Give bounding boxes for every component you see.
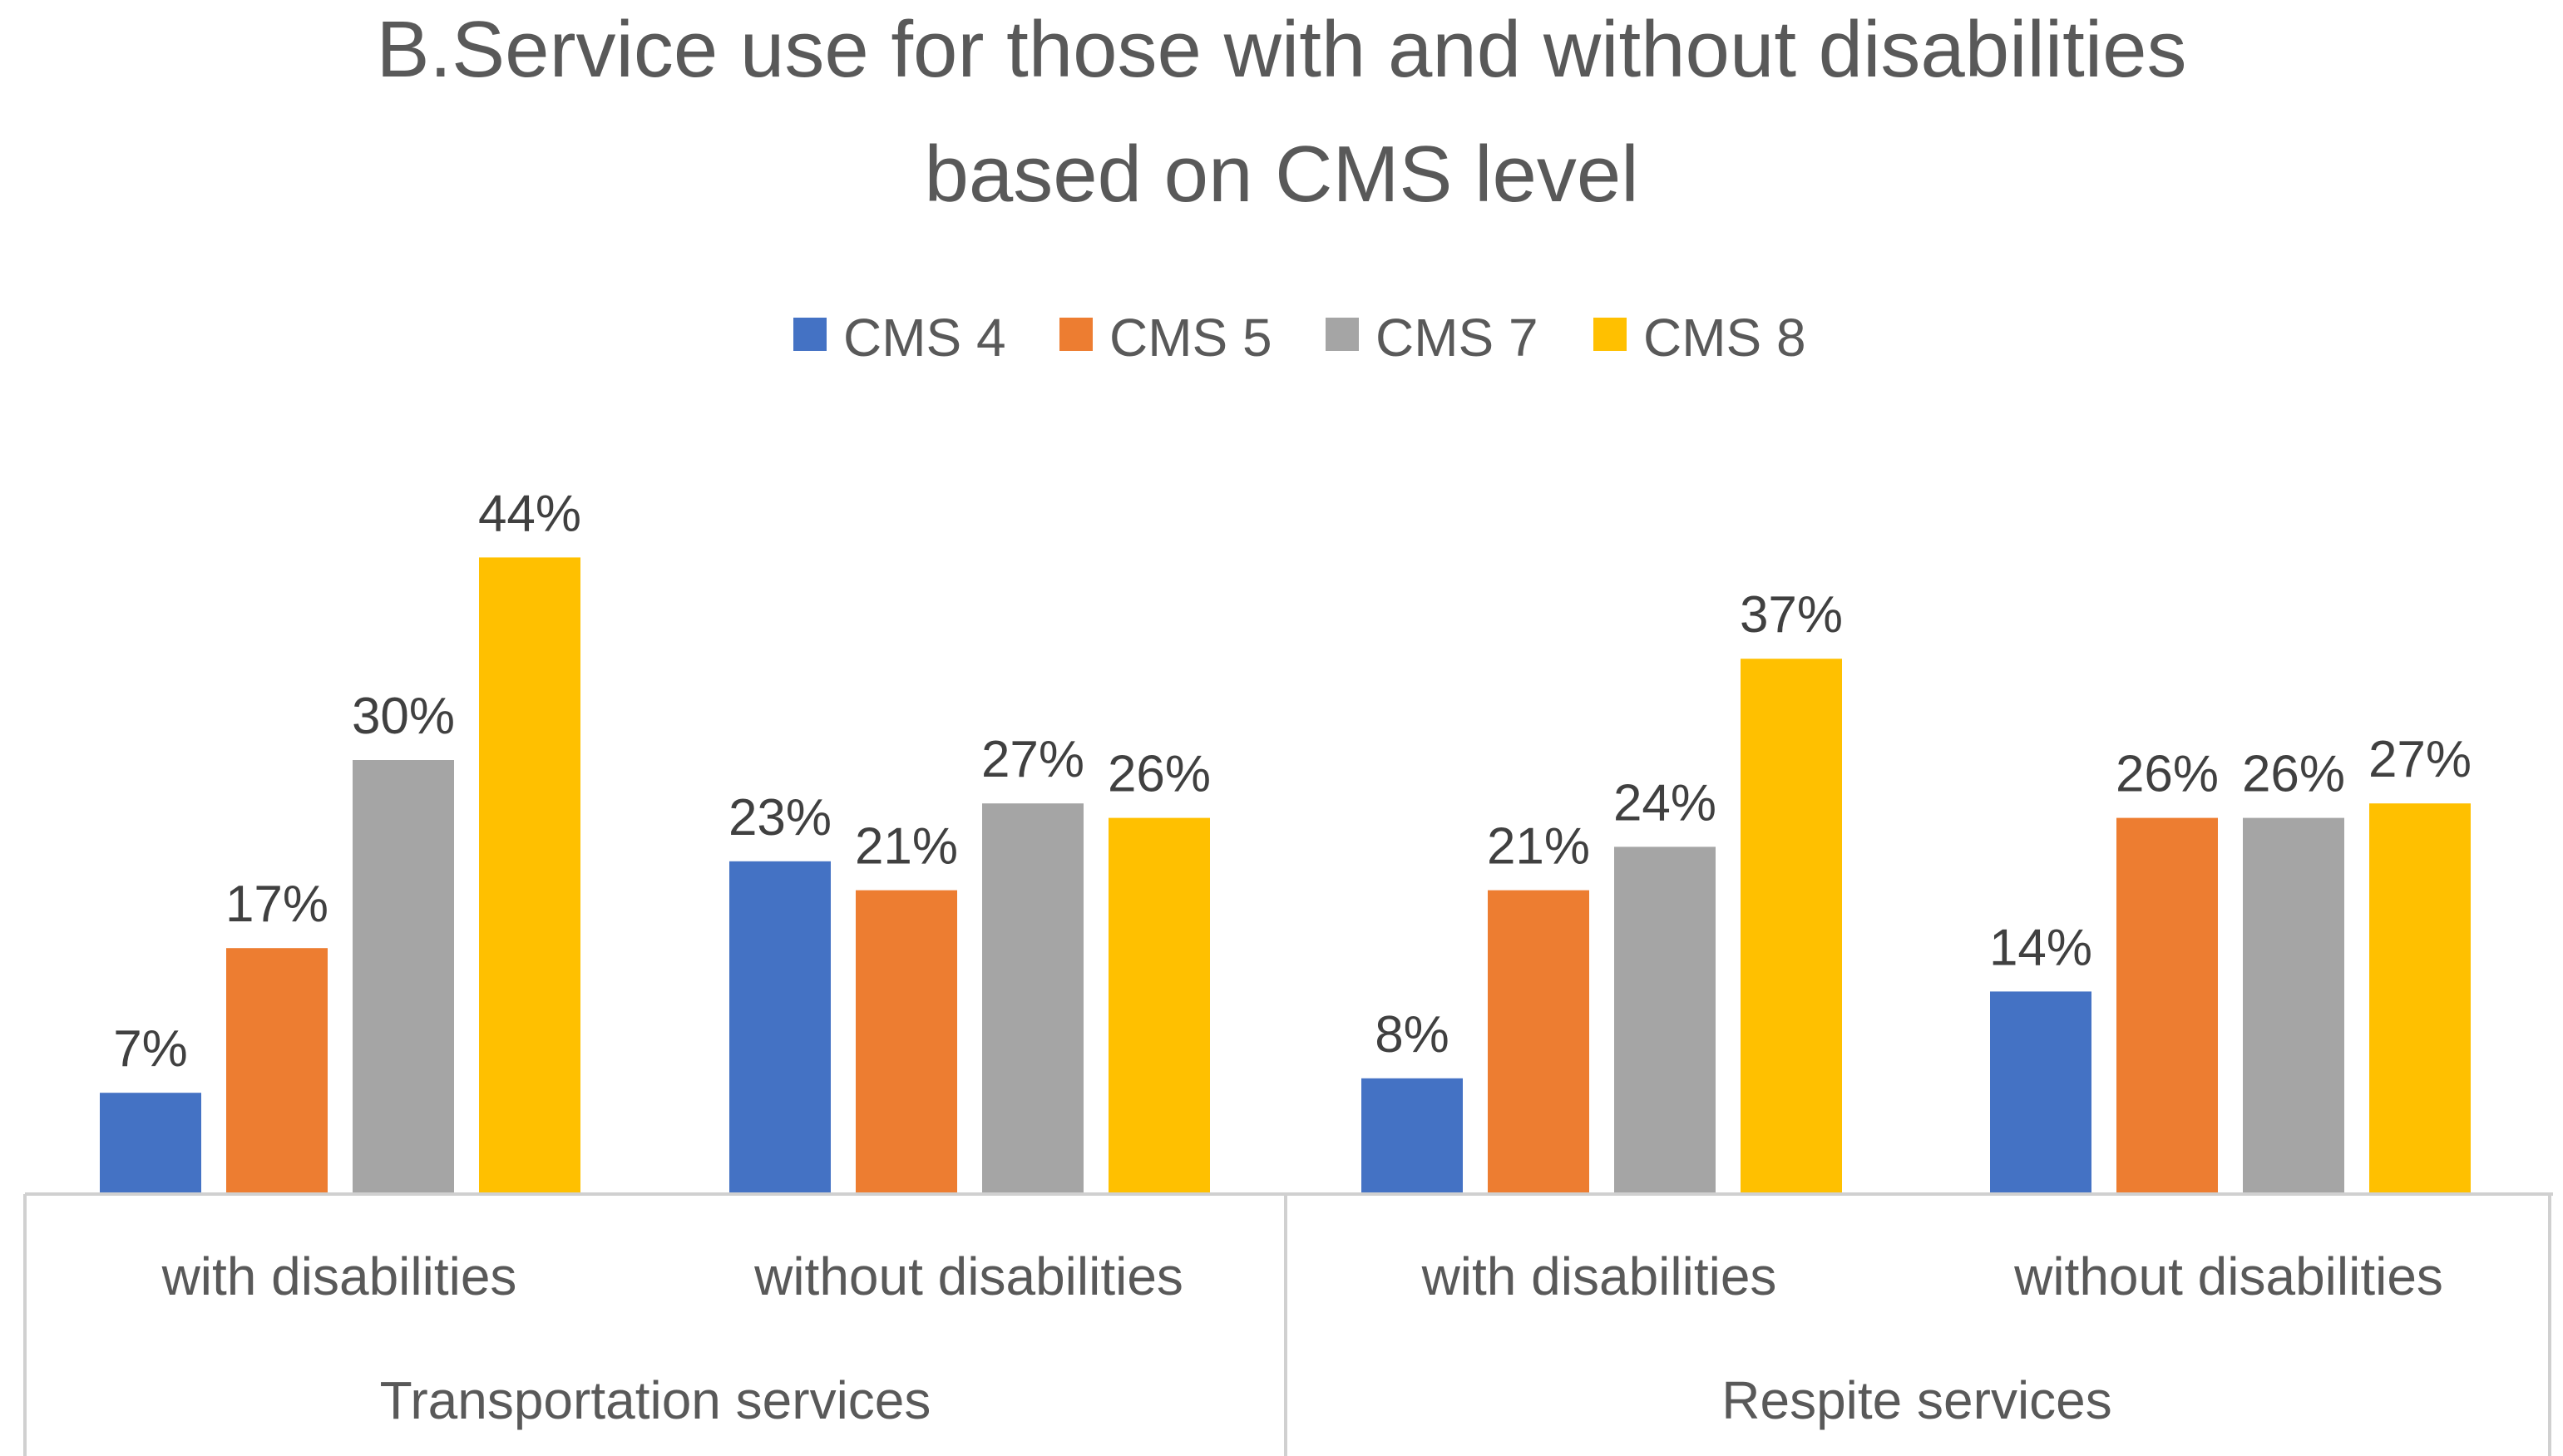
data-label: 37% xyxy=(1740,586,1843,644)
bar-cms-4-3 xyxy=(1361,1078,1463,1194)
legend-label-1: CMS 4 xyxy=(843,308,1006,368)
data-label: 24% xyxy=(1613,774,1716,832)
bar-cms-5-3 xyxy=(1488,890,1589,1194)
tick-label-2: without disabilities xyxy=(753,1246,1183,1306)
data-label: 27% xyxy=(2368,731,2472,788)
data-label: 17% xyxy=(225,876,328,933)
data-label: 27% xyxy=(981,731,1084,788)
category-axis: with disabilities without disabilities wit… xyxy=(23,1192,2553,1456)
data-label: 21% xyxy=(855,818,958,876)
bar-cms-5-4 xyxy=(2116,817,2218,1194)
chart-title-line-2: based on CMS level xyxy=(924,130,1638,219)
legend-swatch-1 xyxy=(793,318,827,351)
bar-cms-5-2 xyxy=(856,890,957,1194)
data-label: 26% xyxy=(1108,746,1211,803)
group-label-2: Respite services xyxy=(1721,1370,2112,1430)
legend: CMS 4 CMS 5 CMS 7 CMS 8 xyxy=(793,308,1806,368)
legend-swatch-3 xyxy=(1326,318,1359,351)
tick-label-3: with disabilities xyxy=(1421,1246,1777,1306)
bar-cms-7-1 xyxy=(353,760,454,1194)
plot-area: 7% 17% 30% 44% 23% 21% 27% 26% 8% 21% 24% 37% 14% 26%… xyxy=(100,485,2472,1194)
bar-cms-7-3 xyxy=(1614,846,1716,1194)
data-label: 30% xyxy=(352,688,455,745)
data-label: 21% xyxy=(1487,818,1590,876)
bar-cms-8-2 xyxy=(1109,817,1210,1194)
data-label: 7% xyxy=(113,1020,188,1078)
bar-cms-4-4 xyxy=(1990,991,2091,1194)
data-label: 26% xyxy=(2116,746,2219,803)
data-label: 44% xyxy=(478,485,581,542)
legend-label-2: CMS 5 xyxy=(1109,308,1272,368)
data-label: 14% xyxy=(1989,919,2092,976)
bar-cms-7-2 xyxy=(982,803,1084,1194)
bar-cms-4-2 xyxy=(729,861,831,1194)
bar-cms-4-1 xyxy=(100,1093,201,1194)
legend-swatch-2 xyxy=(1059,318,1093,351)
bar-cms-5-1 xyxy=(226,948,328,1194)
legend-label-4: CMS 8 xyxy=(1643,308,1806,368)
chart-title-line-1: B.Service use for those with and without… xyxy=(376,5,2186,94)
bar-cms-8-4 xyxy=(2369,803,2471,1194)
bar-cms-7-4 xyxy=(2243,817,2344,1194)
group-label-1: Transportation services xyxy=(380,1370,931,1430)
bar-cms-8-3 xyxy=(1741,659,1842,1194)
legend-label-3: CMS 7 xyxy=(1375,308,1538,368)
tick-label-4: without disabilities xyxy=(2013,1246,2443,1306)
data-label: 23% xyxy=(728,789,832,846)
data-label: 26% xyxy=(2242,746,2345,803)
tick-label-1: with disabilities xyxy=(161,1246,517,1306)
data-label: 8% xyxy=(1375,1006,1449,1064)
legend-swatch-4 xyxy=(1593,318,1627,351)
bar-cms-8-1 xyxy=(479,557,580,1194)
